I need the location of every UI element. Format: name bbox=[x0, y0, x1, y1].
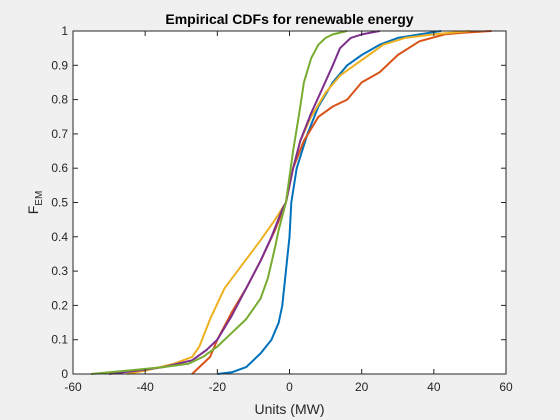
x-axis-label: Units (MW) bbox=[255, 401, 325, 417]
y-tick-label: 0.9 bbox=[51, 58, 68, 72]
x-axis-ticks: -60 -40 -20 0 20 40 60 bbox=[64, 31, 513, 394]
y-tick-label: 0 bbox=[61, 367, 68, 381]
y-tick-label: 0.8 bbox=[51, 93, 68, 107]
y-tick-label: 0.3 bbox=[51, 264, 68, 278]
x-tick-label: 60 bbox=[499, 380, 513, 394]
y-tick-label: 0.2 bbox=[51, 298, 68, 312]
x-tick-label: -20 bbox=[209, 380, 227, 394]
cdf-series-line-4 bbox=[108, 30, 380, 375]
y-axis-label-subscript: EM bbox=[34, 191, 45, 206]
y-axis-label-main: F bbox=[25, 206, 41, 215]
chart-title: Empirical CDFs for renewable energy bbox=[165, 11, 413, 27]
y-tick-label: 0.1 bbox=[51, 333, 68, 347]
y-tick-label: 0.5 bbox=[51, 196, 68, 210]
x-tick-label: -60 bbox=[64, 380, 82, 394]
y-axis-label: FEM bbox=[25, 191, 45, 215]
y-tick-label: 1 bbox=[61, 24, 68, 38]
plot-area bbox=[73, 31, 506, 374]
x-tick-label: 0 bbox=[286, 380, 293, 394]
y-axis-ticks: 0 0.1 0.2 0.3 0.4 0.5 0.6 0.7 0.8 0.9 1 bbox=[51, 24, 506, 381]
cdf-series-line-1 bbox=[217, 30, 442, 375]
x-tick-label: 40 bbox=[427, 380, 441, 394]
cdf-series-line-5 bbox=[90, 30, 348, 375]
y-tick-label: 0.7 bbox=[51, 127, 68, 141]
series-layer bbox=[90, 30, 492, 375]
x-tick-label: 20 bbox=[355, 380, 369, 394]
x-tick-label: -40 bbox=[136, 380, 154, 394]
y-tick-label: 0.6 bbox=[51, 161, 68, 175]
y-tick-label: 0.4 bbox=[51, 230, 68, 244]
